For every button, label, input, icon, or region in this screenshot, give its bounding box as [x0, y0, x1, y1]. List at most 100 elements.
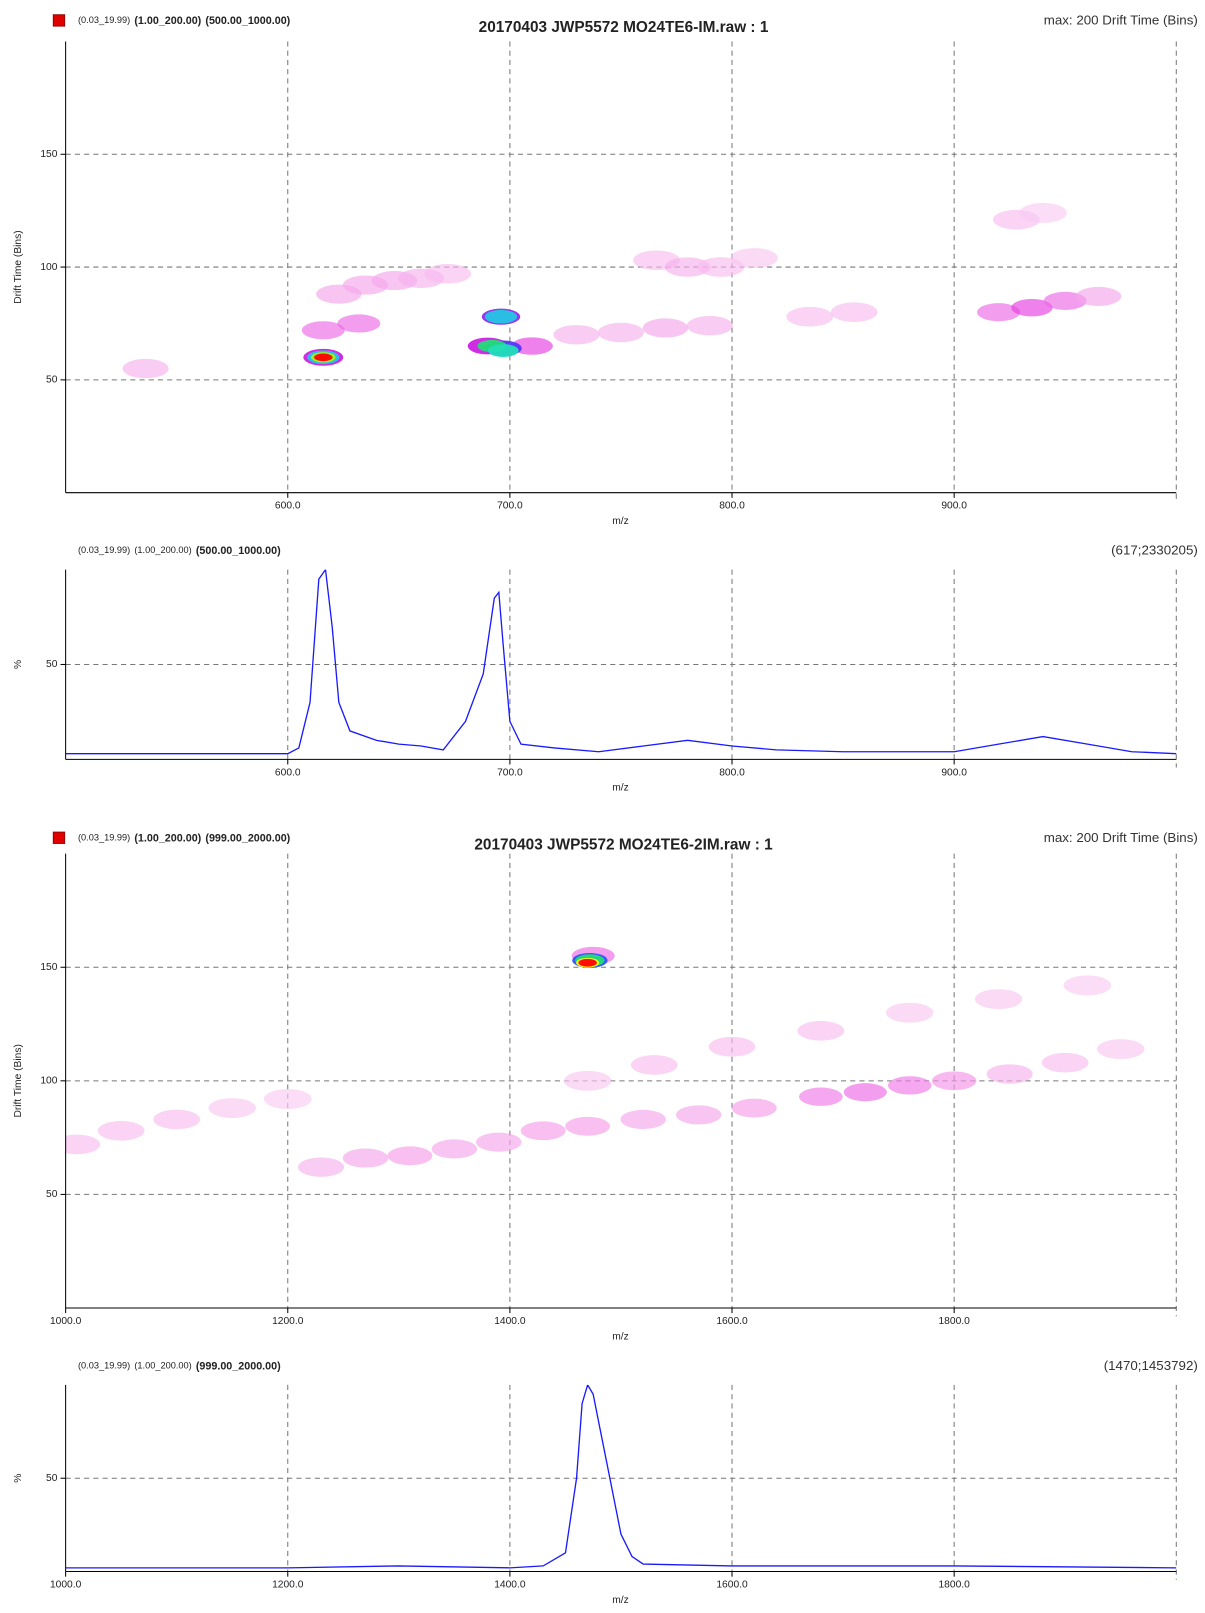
intensity-spot	[298, 1157, 345, 1177]
intensity-spot	[424, 264, 472, 284]
x-axis-label: m/z	[612, 1331, 629, 1342]
intensity-spot	[630, 1055, 678, 1075]
x-tick-label: 1800.0	[938, 1580, 970, 1591]
intensity-spot	[675, 1105, 722, 1125]
range-label: (0.03_19.99)	[78, 1361, 130, 1371]
range-header: (0.03_19.99) (1.00_200.00) (500.00_1000.00…	[78, 545, 281, 557]
y-axis-label: Drift Time (Bins)	[13, 1044, 24, 1117]
intensity-spot	[686, 316, 733, 336]
intensity-spot	[387, 1146, 433, 1166]
intensity-spot	[97, 1120, 145, 1141]
intensity-spot	[487, 344, 519, 358]
intensity-spot	[476, 1132, 522, 1152]
intensity-spot	[578, 958, 597, 967]
x-tick-label: 800.0	[719, 767, 745, 778]
intensity-spot	[1019, 202, 1067, 223]
x-tick-label: 1200.0	[272, 1316, 304, 1327]
y-axis-label: Drift Time (Bins)	[13, 230, 24, 303]
intensity-spot	[797, 1021, 845, 1041]
x-tick-label: 1600.0	[716, 1580, 748, 1591]
red-marker-icon	[52, 831, 66, 844]
y-tick-label: 100	[40, 262, 57, 273]
y-tick-label: 150	[40, 962, 57, 973]
x-tick-label: 600.0	[275, 767, 301, 778]
x-axis-label: m/z	[612, 1595, 629, 1606]
x-tick-label: 1000.0	[50, 1316, 82, 1327]
range-header: (0.03_19.99) (1.00_200.00) (500.00_1000.00…	[78, 15, 291, 27]
intensity-spot	[974, 989, 1023, 1010]
x-tick-label: 1000.0	[50, 1580, 82, 1591]
y-tick-label: 50	[46, 659, 58, 670]
red-marker-icon	[52, 14, 66, 27]
intensity-spot	[708, 1036, 756, 1057]
spectrum-line	[65, 569, 1177, 755]
panel-title: 20170403 JWP5572 MO24TE6-2IM.raw : 1	[474, 837, 773, 854]
intensity-spot	[153, 1109, 201, 1130]
plot-area	[65, 1384, 1177, 1569]
range-label: (999.00_2000.00)	[196, 1360, 281, 1372]
x-tick-label: 700.0	[497, 767, 523, 778]
x-tick-label: 800.0	[719, 501, 745, 512]
range-label: (1.00_200.00)	[134, 1361, 191, 1371]
plot-area	[65, 946, 1145, 1177]
intensity-spot	[511, 337, 553, 355]
intensity-spot	[697, 257, 745, 277]
y-axis-label: %	[13, 660, 24, 669]
right-label: (617;2330205)	[1111, 543, 1198, 558]
right-label: max: 200 Drift Time (Bins)	[1044, 12, 1198, 27]
intensity-spot	[337, 314, 381, 333]
panel: (0.03_19.99) (1.00_200.00) (999.00_2000.00…	[13, 830, 1198, 1343]
intensity-spot	[1041, 1052, 1089, 1073]
intensity-spot	[931, 1071, 977, 1091]
intensity-spot	[1075, 286, 1122, 306]
right-label: (1470;1453792)	[1104, 1358, 1198, 1373]
x-tick-label: 900.0	[941, 501, 967, 512]
intensity-spot	[977, 303, 1021, 322]
intensity-spot	[431, 1139, 478, 1159]
x-tick-label: 1400.0	[494, 1316, 526, 1327]
range-label: (1.00_200.00)	[134, 15, 201, 27]
intensity-spot	[484, 309, 518, 324]
x-tick-label: 1400.0	[494, 1580, 526, 1591]
x-tick-label: 1600.0	[716, 1316, 748, 1327]
spectrum-line	[65, 1384, 1177, 1569]
x-tick-label: 900.0	[941, 767, 967, 778]
y-tick-label: 50	[46, 1189, 58, 1200]
x-tick-label: 700.0	[497, 501, 523, 512]
range-label: (0.03_19.99)	[78, 546, 130, 556]
intensity-spot	[122, 358, 169, 379]
range-label: (500.00_1000.00)	[196, 545, 281, 557]
range-label: (0.03_19.99)	[78, 833, 130, 843]
y-axis-label: %	[13, 1474, 24, 1483]
range-label: (1.00_200.00)	[134, 546, 191, 556]
x-tick-label: 1200.0	[272, 1580, 304, 1591]
intensity-spot	[597, 322, 645, 343]
intensity-spot	[664, 257, 711, 277]
panel: (0.03_19.99) (1.00_200.00) (999.00_2000.00…	[13, 1358, 1198, 1606]
intensity-spot	[620, 1109, 666, 1130]
intensity-spot	[642, 318, 689, 338]
intensity-spot	[799, 1087, 843, 1106]
intensity-spot	[886, 1002, 934, 1023]
intensity-spot	[786, 306, 834, 327]
intensity-spot	[563, 1070, 612, 1091]
range-label: (999.00_2000.00)	[205, 832, 290, 844]
intensity-spot	[301, 321, 345, 340]
intensity-spot	[830, 302, 878, 323]
plot-area	[65, 569, 1177, 755]
intensity-spot	[553, 325, 600, 345]
range-label: (0.03_19.99)	[78, 15, 130, 25]
intensity-spot	[565, 1116, 611, 1136]
intensity-spot	[1011, 298, 1053, 317]
range-label: (1.00_200.00)	[134, 832, 201, 844]
intensity-spot	[520, 1121, 566, 1141]
x-tick-label: 1800.0	[938, 1316, 970, 1327]
intensity-spot	[730, 248, 778, 268]
x-axis-label: m/z	[612, 516, 629, 527]
range-label: (500.00_1000.00)	[205, 15, 290, 27]
intensity-spot	[1097, 1039, 1145, 1059]
panel-title: 20170403 JWP5572 MO24TE6-IM.raw : 1	[479, 19, 769, 36]
intensity-spot	[342, 1148, 389, 1168]
y-tick-label: 50	[46, 375, 58, 386]
